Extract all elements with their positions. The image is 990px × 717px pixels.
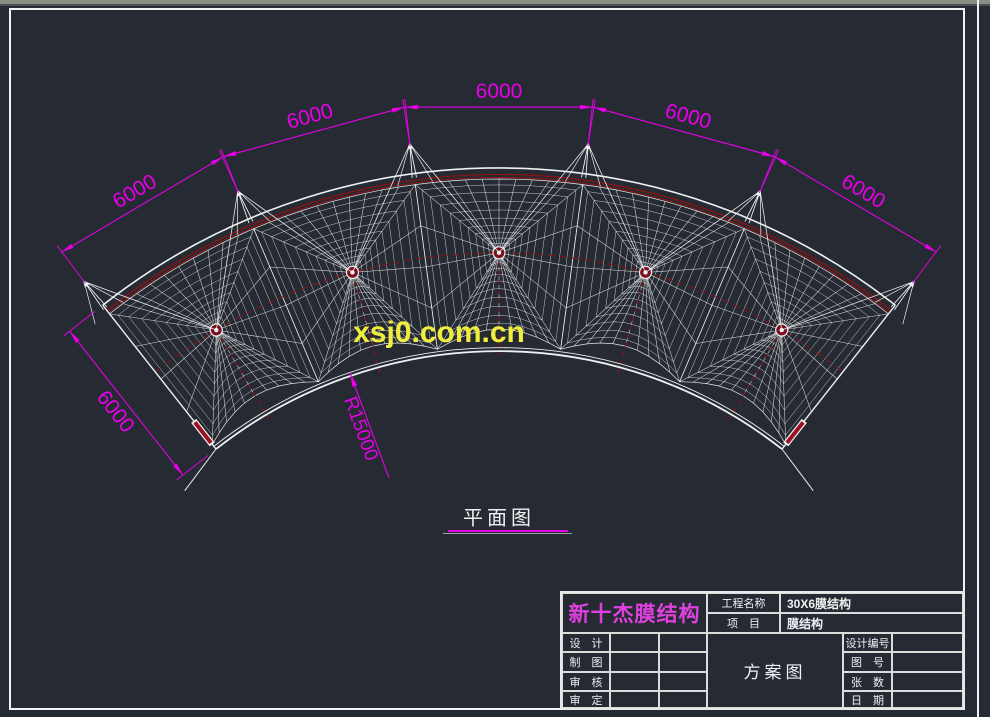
design-number-value	[892, 633, 963, 652]
drafter-date	[659, 652, 707, 672]
reviewer-date	[659, 672, 707, 691]
project-name-value: 30X6膜结构	[780, 593, 963, 613]
item-label: 项 目	[707, 613, 780, 633]
designer-value	[610, 633, 659, 652]
title-block: 新十杰膜结构 工程名称 30X6膜结构 项 目 膜结构 设 计 制 图 审 核 …	[560, 591, 965, 710]
reviewer-label: 审 核	[562, 672, 610, 691]
dimension-layer	[56, 99, 942, 481]
membrane-edges	[102, 167, 896, 450]
design-number-label: 设计编号	[843, 633, 892, 652]
window-top-strip-shadow	[0, 4, 990, 6]
sheet-title: 方案图	[707, 633, 843, 708]
drafter-label: 制 图	[562, 652, 610, 672]
date-value	[892, 691, 963, 708]
sheet-count-label: 张 数	[843, 672, 892, 691]
sheet-count-value	[892, 672, 963, 691]
red-axis-lines	[154, 252, 844, 421]
plan-view-label: 平面图	[463, 507, 535, 530]
approver-date	[659, 691, 707, 708]
watermark-text: xsj0.com.cn	[353, 316, 525, 349]
plan-label-underline-2	[443, 533, 572, 534]
drawing-number-label: 图 号	[843, 652, 892, 672]
span-dimension-2: 6000	[475, 80, 523, 104]
window-top-strip	[0, 0, 990, 4]
plan-label-underline	[448, 530, 568, 532]
membrane-mesh	[109, 178, 889, 446]
masts	[82, 141, 916, 492]
drawing-frame-outer-right	[977, 0, 979, 717]
approver-label: 审 定	[562, 691, 610, 708]
reviewer-value	[610, 672, 659, 691]
approver-value	[610, 691, 659, 708]
project-name-label: 工程名称	[707, 593, 780, 613]
date-label: 日 期	[843, 691, 892, 708]
drawing-number-value	[892, 652, 963, 672]
designer-date	[659, 633, 707, 652]
drawing-frame-inner	[9, 8, 965, 710]
drafter-value	[610, 652, 659, 672]
item-value: 膜结构	[780, 613, 963, 633]
designer-label: 设 计	[562, 633, 610, 652]
company-name: 新十杰膜结构	[562, 593, 707, 633]
